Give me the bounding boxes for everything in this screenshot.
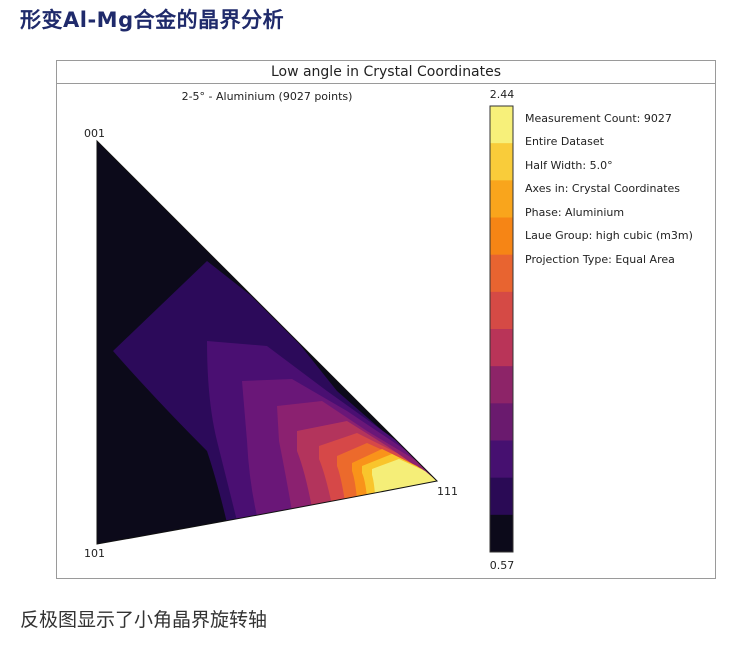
colorbar-segment [490,366,513,404]
figure-subtitle: 2-5° - Aluminium (9027 points) [182,90,353,103]
colorbar-segment [490,514,513,553]
info-projection-type: Projection Type: Equal Area [525,253,675,266]
figure-caption: 反极图显示了小角晶界旋转轴 [20,609,268,631]
ipf-triangle-outline [96,139,439,545]
colorbar-segment [490,254,513,293]
info-half-width: Half Width: 5.0° [525,159,613,172]
colorbar-segment [490,403,513,441]
ipf-figure: Low angle in Crystal Coordinates 2-5° - … [56,60,716,579]
figure-title: Low angle in Crystal Coordinates [57,61,715,84]
colorbar-segment [490,329,513,367]
pole-label-101: 101 [84,547,105,560]
colorbar-max-label: 2.44 [490,88,515,101]
colorbar-segment [490,143,513,181]
info-dataset: Entire Dataset [525,135,605,148]
info-lines: Measurement Count: 9027 Entire Dataset H… [525,112,693,266]
colorbar-segment [490,106,513,144]
article-heading: 形变Al-Mg合金的晶界分析 [20,8,285,32]
colorbar-segment [490,477,513,516]
info-measurement-count: Measurement Count: 9027 [525,112,672,125]
colorbar-segment [490,440,513,479]
density-level-10 [372,459,437,495]
info-laue-group: Laue Group: high cubic (m3m) [525,229,693,242]
info-phase: Phase: Aluminium [525,206,624,219]
pole-label-111: 111 [437,485,458,498]
colorbar-segment [490,180,513,218]
pole-label-001: 001 [84,127,105,140]
colorbar-border [489,105,514,553]
colorbar-segment [490,217,513,256]
figure-canvas: 2-5° - Aluminium (9027 points) 001 101 1… [84,88,693,572]
colorbar-segment [490,291,513,330]
info-axes: Axes in: Crystal Coordinates [525,182,680,195]
colorbar [489,105,514,553]
colorbar-min-label: 0.57 [490,559,515,572]
